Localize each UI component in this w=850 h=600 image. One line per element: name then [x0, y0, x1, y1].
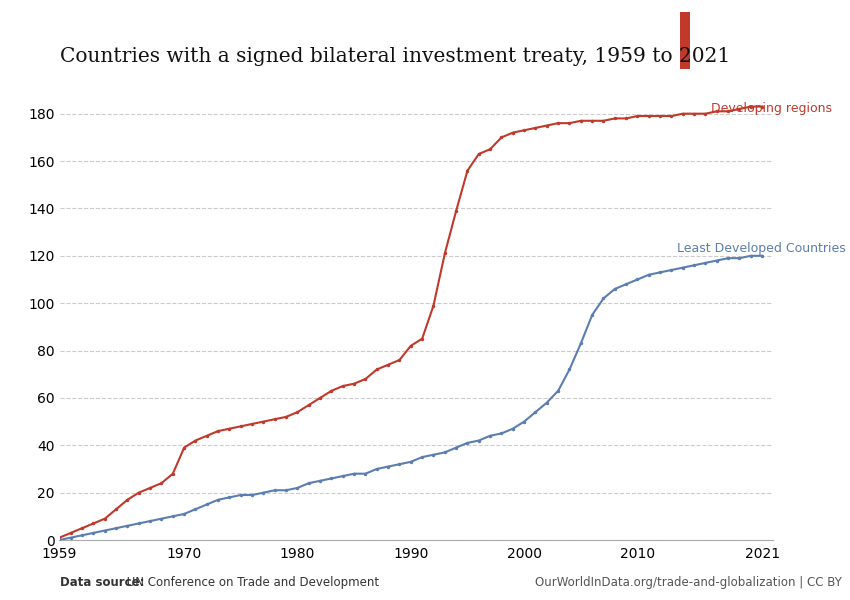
Text: Least Developed Countries (LDCs): Least Developed Countries (LDCs)	[677, 242, 850, 255]
Text: Our World: Our World	[708, 27, 763, 37]
Text: OurWorldInData.org/trade-and-globalization | CC BY: OurWorldInData.org/trade-and-globalizati…	[535, 576, 842, 589]
Bar	[680, 12, 689, 69]
Text: Countries with a signed bilateral investment treaty, 1959 to 2021: Countries with a signed bilateral invest…	[60, 47, 730, 66]
Text: Data source:: Data source:	[60, 576, 144, 589]
Text: Developing regions: Developing regions	[711, 103, 832, 115]
Text: UN Conference on Trade and Development: UN Conference on Trade and Development	[123, 576, 379, 589]
Text: in Data: in Data	[716, 48, 756, 58]
